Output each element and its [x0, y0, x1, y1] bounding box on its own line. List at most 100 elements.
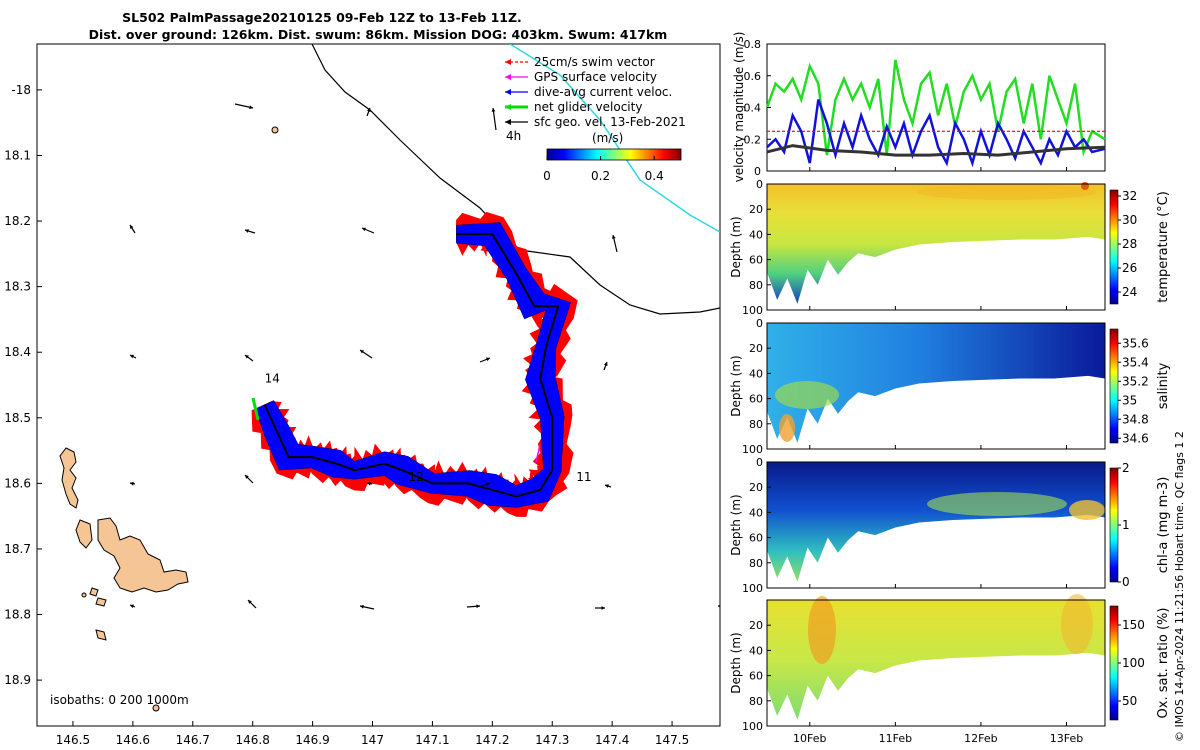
heatmap-colorbar-tick-label: 35	[1122, 393, 1137, 407]
velocity-ylabel: velocity magnitude (m/s)	[732, 32, 746, 183]
velocity-y-tick-label: 0	[754, 165, 761, 178]
heatmap-frame	[766, 322, 1106, 450]
map-y-ticks: -18 18.1 18.2 18.3 18.4 18.5 18.6 18.7 18.8 18.9	[4, 83, 42, 687]
legend-label: 25cm/s swim vector	[534, 55, 655, 69]
sfc-geo-arrowhead	[476, 604, 480, 609]
sfc-geo-arrowhead	[360, 350, 364, 354]
sfc-geo-arrow	[492, 107, 497, 131]
sfc-geo-arrowhead	[249, 105, 253, 110]
sfc-geo-arrowhead	[245, 355, 249, 359]
heatmap-colorbar-tick-label: 50	[1122, 694, 1137, 708]
sfc-geo-arrowhead	[486, 482, 490, 487]
heatmap-y-tick-label: 60	[749, 532, 763, 545]
legend-label: net glider velocity	[534, 100, 642, 114]
sfc-geo-arrowhead	[486, 357, 490, 362]
sfc-geo-arrowhead	[245, 229, 249, 233]
heatmap-panel-salinity: 0 20 40 60 80 100 Depth (m) 34.6 34.8 35 35.2 35.4 3…	[729, 317, 1171, 456]
heatmap-colorbar-tick-label: 24	[1122, 285, 1137, 299]
map-colorbar-tick-label: 0.4	[645, 169, 664, 183]
day-label: 11	[576, 470, 591, 484]
islet-6	[81, 592, 87, 598]
heatmap-colorbar-label: Ox. sat. ratio (%)	[1156, 608, 1171, 719]
heatmap-y-tick-label: 100	[742, 582, 763, 595]
chl-peak	[1069, 500, 1105, 520]
heatmap-y-tick-label: 20	[749, 203, 763, 216]
heatmap-colorbar-tick-label: 32	[1122, 189, 1137, 203]
islet-3	[95, 629, 107, 641]
heatmap-x-tick-label: 13Feb	[1050, 732, 1083, 745]
heatmap-y-tick-label: 20	[749, 342, 763, 355]
heatmap-y-tick-label: 40	[749, 367, 763, 380]
map-x-tick-label: 147.2	[475, 733, 509, 747]
heatmap-frame	[766, 183, 1106, 311]
heatmap-y-tick-label: 80	[749, 418, 763, 431]
oxygen-high-column	[1061, 594, 1093, 654]
sfc-geo-arrowhead	[362, 227, 366, 232]
heatmap-colorbar-tick-label: 35.6	[1122, 336, 1149, 350]
warm-surface-layer	[917, 184, 1097, 200]
track-map: 146.5 146.6 146.7 146.8 146.9 147 147.1 147.2 14…	[4, 43, 721, 747]
heatmap-frame	[766, 599, 1106, 727]
title-line-2: Dist. over ground: 126km. Dist. swum: 86…	[89, 27, 668, 42]
map-x-tick-label: 146.6	[116, 733, 150, 747]
heatmap-colorbar-tick-label: 150	[1122, 618, 1145, 632]
sfc-geo-arrowhead	[611, 235, 616, 239]
map-y-tick-label: -18	[11, 83, 31, 97]
scale-label-4h: 4h	[506, 129, 521, 143]
heatmap-y-tick-label: 0	[756, 178, 763, 191]
colorbar-title: (m/s)	[592, 131, 623, 145]
legend-arrowhead	[505, 74, 511, 80]
day-label: 12	[408, 470, 423, 484]
legend-arrowhead	[505, 104, 511, 110]
heatmap-frame	[766, 461, 1106, 589]
heatmap-colorbar-tick-label: 100	[1122, 656, 1145, 670]
heatmap-y-tick-label: 60	[749, 670, 763, 683]
map-y-tick-label: 18.9	[4, 673, 31, 687]
isobaths-label: isobaths: 0 200 1000m	[50, 693, 189, 707]
velocity-y-tick-label: 0.8	[744, 38, 762, 51]
sfc-geo-arrowhead	[605, 484, 609, 488]
map-y-tick-label: 18.4	[4, 345, 31, 359]
heatmap-colorbar-tick-label: 28	[1122, 237, 1137, 251]
heatmap-x-tick-label: 12Feb	[964, 732, 997, 745]
heatmap-colorbar	[1109, 605, 1119, 721]
day-label: 14	[265, 371, 280, 385]
heatmap-colorbar-tick-label: 34.8	[1122, 412, 1149, 426]
heatmap-y-tick-label: 80	[749, 557, 763, 570]
map-y-tick-label: 18.8	[4, 608, 31, 622]
map-y-tick-label: 18.6	[4, 476, 31, 490]
heatmap-y-tick-label: 100	[742, 304, 763, 317]
heatmap-colorbar-tick-label: 35.2	[1122, 374, 1149, 388]
legend-label: dive-avg current veloc.	[534, 85, 672, 99]
legend-label: sfc geo. vel. 13-Feb-2021	[534, 115, 686, 129]
heatmap-colorbar-label: salinity	[1156, 362, 1171, 409]
heatmap-colorbar-tick-label: 0	[1122, 575, 1130, 589]
heatmap-panel-temperature: 0 20 40 60 80 100 Depth (m) 24 26 28 30 32 temperatu…	[729, 178, 1171, 317]
heatmap-colorbar-tick-label: 30	[1122, 213, 1137, 227]
heatmap-colorbar-label: temperature (°C)	[1156, 191, 1171, 303]
sfc-geo-arrowhead	[245, 475, 249, 479]
islet-2	[95, 597, 107, 607]
map-y-tick-label: 18.2	[4, 214, 31, 228]
map-colorbar-tick-label: 0	[543, 169, 551, 183]
map-x-tick-label: 146.8	[236, 733, 270, 747]
velocity-panel: 0 0.2 0.4 0.6 0.8 velocity magnitude (m/s)	[732, 32, 1106, 183]
island-3	[75, 519, 93, 549]
hot-spot	[1081, 182, 1089, 190]
map-y-tick-label: 18.3	[4, 280, 31, 294]
islet-4	[271, 126, 279, 134]
sfc-geo-arrowhead	[366, 108, 371, 112]
heatmap-y-tick-label: 40	[749, 644, 763, 657]
heatmap-colorbar	[1109, 467, 1119, 583]
heatmap-x-tick-label: 11Feb	[879, 732, 912, 745]
legend-arrowhead	[505, 59, 511, 65]
day-labels: 14 12 11	[265, 371, 592, 483]
glider-track	[263, 233, 560, 498]
legend-label: GPS surface velocity	[534, 70, 657, 84]
heatmap-field	[767, 462, 1105, 582]
heatmap-x-tick-label: 10Feb	[793, 732, 826, 745]
map-x-tick-label: 146.7	[176, 733, 210, 747]
sfc-geo-arrowhead	[130, 481, 134, 486]
